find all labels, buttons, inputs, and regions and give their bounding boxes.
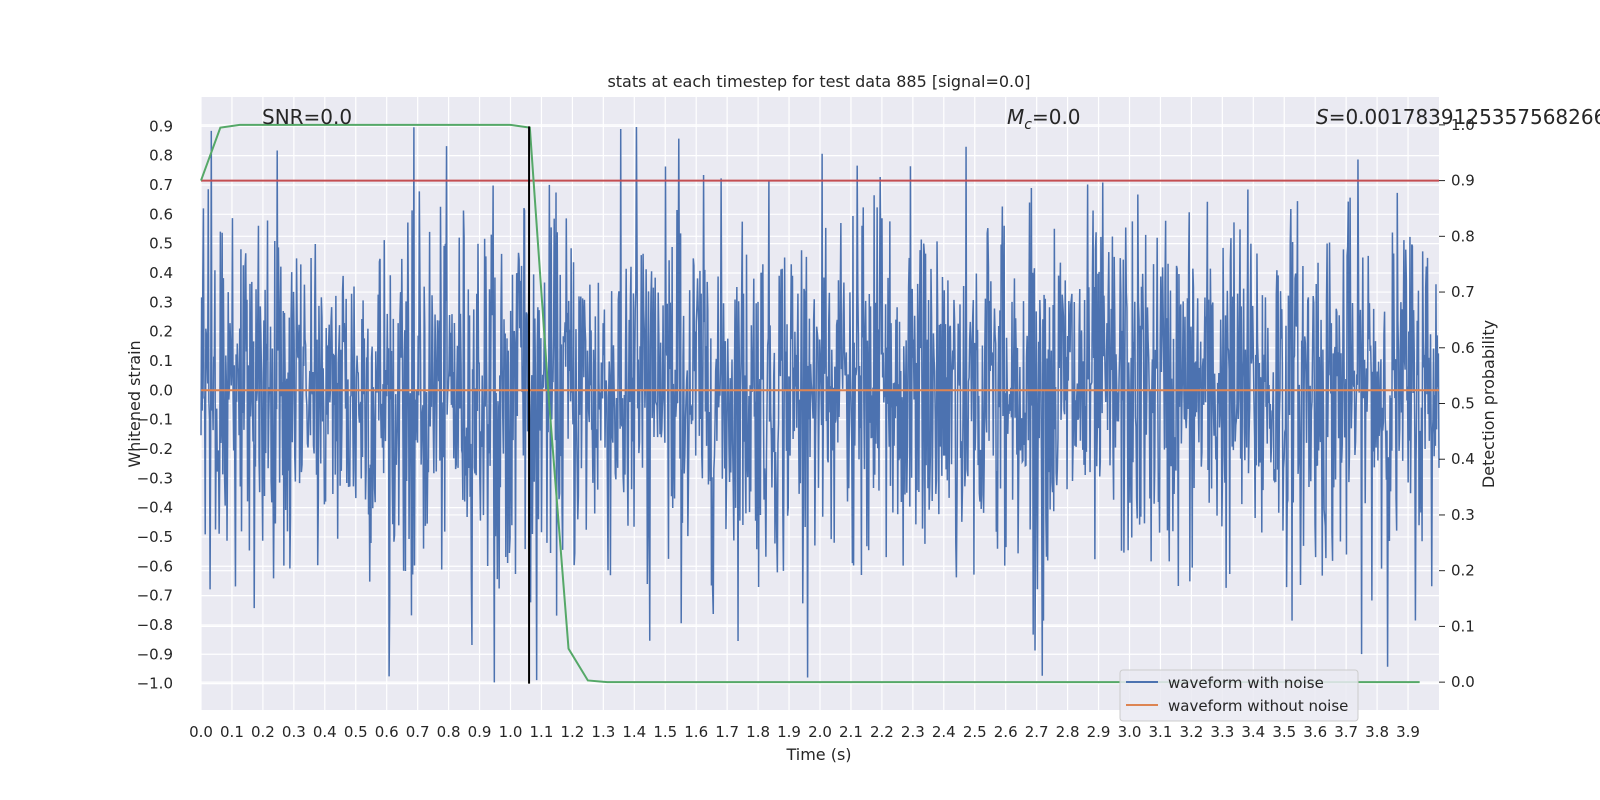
- snr-annotation: SNR=0.0: [262, 105, 352, 129]
- y-tick-label: 0.8: [149, 147, 173, 165]
- x-tick-label: 1.8: [746, 723, 770, 741]
- x-tick-label: 3.4: [1241, 723, 1265, 741]
- x-tick-label: 0.1: [220, 723, 244, 741]
- x-tick-label: 1.5: [653, 723, 677, 741]
- x-tick-label: 0.6: [375, 723, 399, 741]
- chart-title: stats at each timestep for test data 885…: [607, 72, 1030, 91]
- y-tick-label: 0.5: [149, 235, 173, 253]
- y-tick-label: −0.9: [137, 645, 173, 663]
- legend: waveform with noise waveform without noi…: [1119, 669, 1359, 722]
- x-tick-label: 3.8: [1365, 723, 1389, 741]
- y2-tick-label: 0.5: [1451, 395, 1475, 413]
- x-tick-label: 3.5: [1272, 723, 1296, 741]
- x-tick-label: 3.1: [1149, 723, 1173, 741]
- x-tick-label: 1.9: [777, 723, 801, 741]
- y-tick-label: 0.9: [149, 117, 173, 135]
- y-tick-label: −0.2: [137, 440, 173, 458]
- y2-tick-label: 0.6: [1451, 339, 1475, 357]
- x-tick-label: 2.5: [963, 723, 987, 741]
- y-tick-label: 0.1: [149, 352, 173, 370]
- y2-tick-label: 0.3: [1451, 506, 1475, 524]
- legend-label-clean: waveform without noise: [1168, 697, 1348, 715]
- x-tick-label: 0.8: [437, 723, 461, 741]
- y2-tick-label: 0.8: [1451, 227, 1475, 245]
- x-tick-label: 2.7: [1025, 723, 1049, 741]
- y-tick-label: 0.2: [149, 323, 173, 341]
- x-tick-label: 1.2: [560, 723, 584, 741]
- y-tick-label: −0.3: [137, 469, 173, 487]
- mc-subscript: c: [1024, 117, 1032, 133]
- series-waveform-with-noise: [200, 126, 1440, 683]
- y-tick-label: 0.3: [149, 293, 173, 311]
- x-tick-label: 3.7: [1334, 723, 1358, 741]
- y2-tick-label: 0.9: [1451, 172, 1475, 190]
- x-tick-label: 2.1: [839, 723, 863, 741]
- x-tick-label: 0.0: [189, 723, 213, 741]
- mc-annotation: Mc=0.0: [1007, 105, 1081, 133]
- legend-box: [1119, 669, 1359, 722]
- legend-label-noise: waveform with noise: [1168, 674, 1324, 692]
- y-tick-label: −0.4: [137, 499, 173, 517]
- x-tick-label: 1.0: [499, 723, 523, 741]
- y2-tick-label: 0.2: [1451, 562, 1475, 580]
- y2-tick-label: 0.7: [1451, 283, 1475, 301]
- x-tick-label: 1.3: [591, 723, 615, 741]
- s-annotation: S=0.0017839125357568266: [1316, 105, 1600, 129]
- y-tick-label: −1.0: [137, 675, 173, 693]
- x-tick-label: 0.5: [344, 723, 368, 741]
- y-tick-label: −0.6: [137, 557, 173, 575]
- s-value: =0.0017839125357568266: [1329, 105, 1600, 129]
- x-axis-label: Time (s): [785, 745, 851, 764]
- x-tick-label: 2.0: [808, 723, 832, 741]
- x-tick-label: 3.3: [1210, 723, 1234, 741]
- x-tick-label: 2.3: [901, 723, 925, 741]
- x-tick-label: 0.3: [282, 723, 306, 741]
- x-tick-label: 2.8: [1056, 723, 1080, 741]
- y-tick-label: −0.5: [137, 528, 173, 546]
- y2-tick-label: 0.0: [1451, 673, 1475, 691]
- y-tick-label: 0.7: [149, 176, 173, 194]
- y-tick-label: −0.8: [137, 616, 173, 634]
- x-tick-label: 0.4: [313, 723, 337, 741]
- x-tick-label: 2.4: [932, 723, 956, 741]
- y-tick-label: −0.1: [137, 411, 173, 429]
- x-tick-label: 1.1: [530, 723, 554, 741]
- x-tick-label: 3.9: [1396, 723, 1420, 741]
- x-tick-label: 0.2: [251, 723, 275, 741]
- y2-tick-label: 1.0: [1451, 116, 1475, 134]
- x-tick-label: 2.9: [1087, 723, 1111, 741]
- mc-value: =0.0: [1032, 105, 1081, 129]
- x-tick-label: 0.9: [468, 723, 492, 741]
- y-tick-label: 0.0: [149, 381, 173, 399]
- s-symbol: S: [1316, 105, 1329, 129]
- y-tick-label: 0.4: [149, 264, 173, 282]
- y2-axis-label: Detection probability: [1479, 320, 1498, 488]
- mc-symbol: M: [1007, 105, 1024, 129]
- x-tick-label: 2.6: [994, 723, 1018, 741]
- x-tick-label: 0.7: [406, 723, 430, 741]
- x-tick-label: 3.0: [1118, 723, 1142, 741]
- y-axis-label: Whitened strain: [125, 340, 144, 467]
- x-tick-label: 1.4: [622, 723, 646, 741]
- y2-tick-label: 0.4: [1451, 450, 1475, 468]
- x-tick-label: 3.6: [1303, 723, 1327, 741]
- x-tick-label: 2.2: [870, 723, 894, 741]
- x-tick-label: 3.2: [1179, 723, 1203, 741]
- y2-tick-label: 0.1: [1451, 617, 1475, 635]
- x-tick-label: 1.7: [715, 723, 739, 741]
- x-tick-label: 1.6: [684, 723, 708, 741]
- y-tick-label: −0.7: [137, 587, 173, 605]
- y-tick-label: 0.6: [149, 205, 173, 223]
